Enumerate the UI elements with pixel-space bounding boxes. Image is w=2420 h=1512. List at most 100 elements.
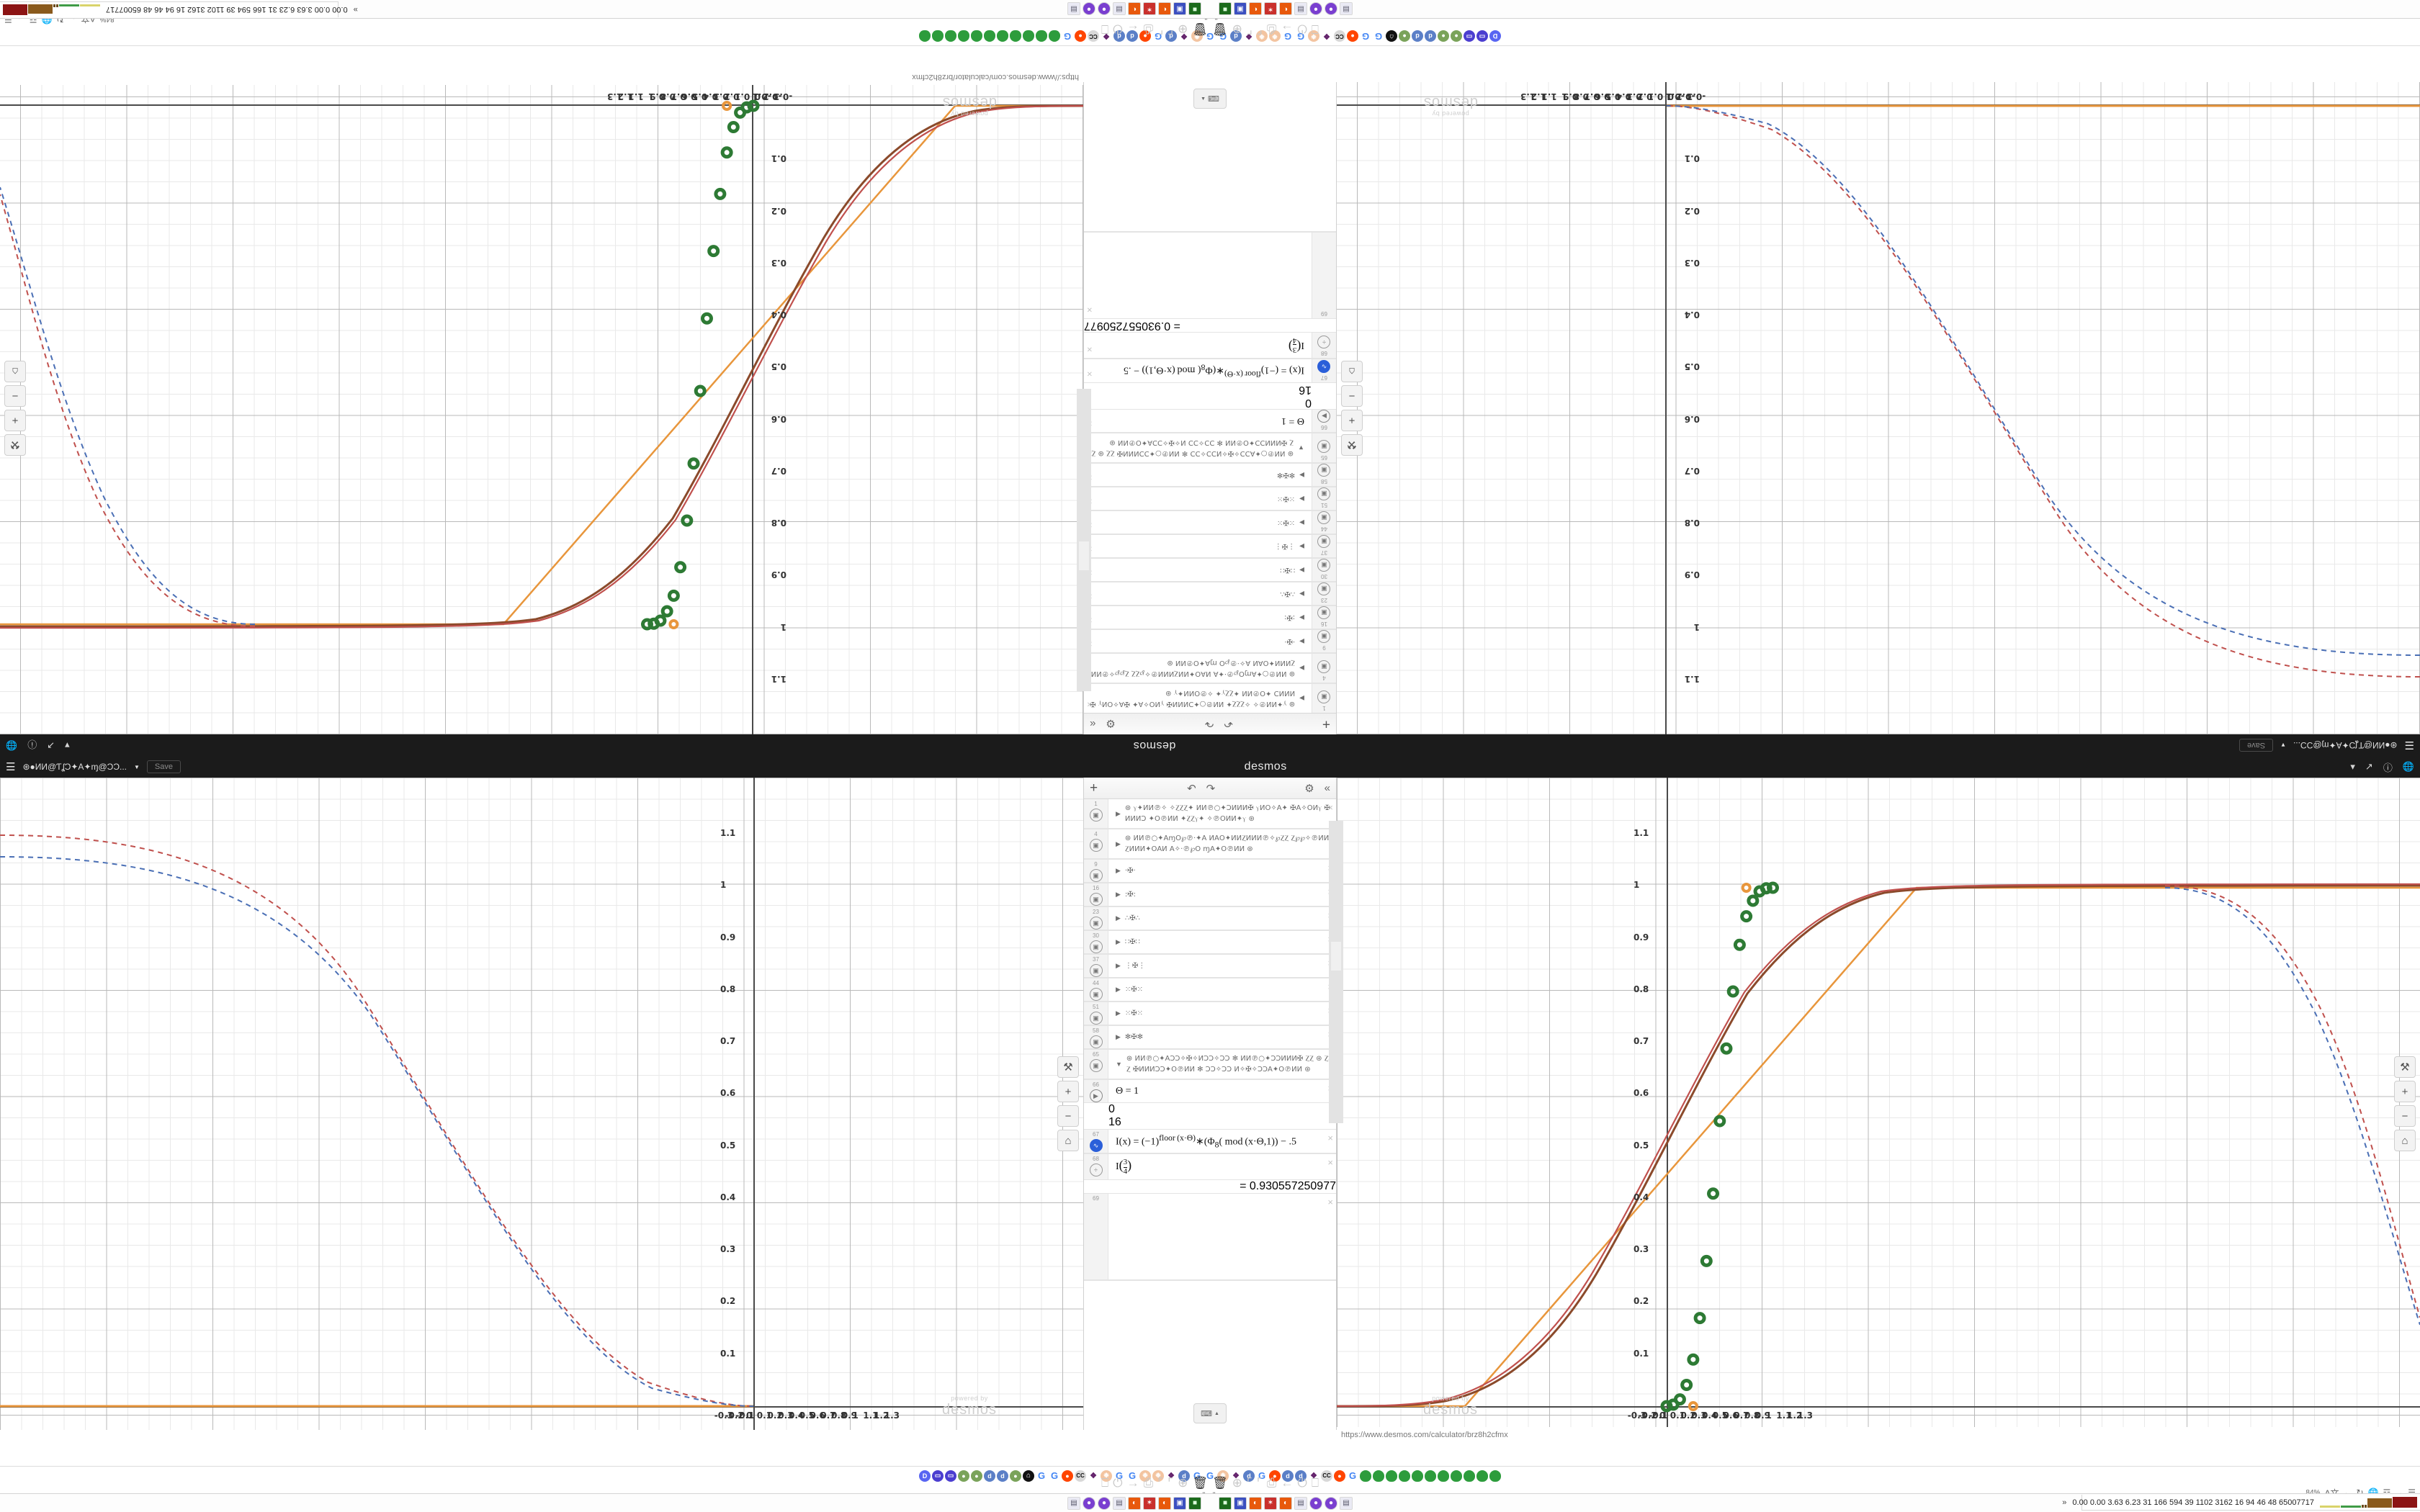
expand-triangle-icon[interactable]: ▶	[1299, 519, 1304, 526]
browser-tab-favicon[interactable]	[997, 30, 1008, 42]
data-point[interactable]	[714, 187, 727, 200]
taskbar-app-icon[interactable]: ●	[1098, 2, 1111, 16]
slider-control[interactable]: 0 16	[1108, 1103, 1336, 1129]
power-icon[interactable]: ⏻	[1113, 1476, 1123, 1490]
browser-tab-favicon[interactable]: ●	[1347, 30, 1358, 42]
delete-expression-button[interactable]: ×	[1327, 1133, 1333, 1143]
browser-tab-favicon[interactable]: ❉	[1139, 1470, 1151, 1482]
browser-tab-favicon[interactable]: D	[919, 1470, 931, 1482]
expression-body[interactable]: ▶ ⁙✠⁙	[1108, 978, 1336, 1001]
data-point[interactable]	[1720, 1042, 1733, 1055]
browser-tab-favicon[interactable]: d	[1425, 30, 1436, 42]
zoom-out-button[interactable]: −	[4, 385, 26, 407]
expression-body[interactable]: ▶:✠:	[1108, 883, 1336, 906]
expression-toolbar[interactable]: + ↶ ↷ ⚙ «	[1084, 778, 1336, 799]
trash-icon[interactable]: 🗑	[1192, 1476, 1208, 1490]
browser-tab-favicon[interactable]: ❖	[1321, 30, 1332, 42]
expression-row[interactable]: 4 ▣ ▶ ⊛ ИИ℗○✦АɱО℘℗‧✦А ИАО✦ИИⲌИИИ℗✧℘ⲌⲌ Ⲍ℘℘✧℗…	[1084, 829, 1336, 859]
data-point[interactable]	[1707, 1187, 1720, 1200]
expand-triangle-icon[interactable]: ▶	[1116, 891, 1121, 898]
expand-triangle-icon[interactable]: ▶	[1299, 638, 1304, 645]
taskbar[interactable]: ▤ ● ● ▤ ◐ ✶ ◐ ▣ ■ ■ ▣ ◐ ✶ ◐ ▤ ● ● ▤	[0, 0, 2420, 19]
logout-arrow-icon[interactable]: →	[1126, 1476, 1139, 1490]
collapse-panel-button[interactable]: «	[1090, 718, 1096, 730]
expression-body[interactable]: I(x) = (−1)floor (x·Θ)∗(Φ8( mod (x·Θ,1))…	[1108, 1130, 1336, 1153]
expression-row[interactable]: 68 ÷ I(3 4) ×	[1084, 1154, 1336, 1181]
note-icon[interactable]: ▣	[1089, 809, 1103, 822]
graph-left-zoom-controls[interactable]: ⚒ + − ⌂	[1057, 1056, 1079, 1151]
redo-button[interactable]: ↷	[1206, 782, 1216, 795]
taskbar-app-icon[interactable]: ◐	[1158, 2, 1171, 16]
graph-left-zoom-controls[interactable]: ⚒ + − ⌂	[1341, 361, 1363, 456]
graph-left[interactable]: ⚒ + − ⌂ powered by desmos 1.1 1 0.9 0.8 0.7 0…	[1337, 82, 2420, 734]
curve-icon-3[interactable]: ⌜	[1246, 1476, 1252, 1490]
note-icon[interactable]: ▣	[1317, 660, 1331, 673]
data-point[interactable]	[1713, 1115, 1726, 1128]
taskbar-app-icon[interactable]: ◐	[1249, 2, 1262, 16]
taskbar-app-icon[interactable]: ■	[1188, 1496, 1201, 1510]
expression-body[interactable]: I(x) = (−1)floor (x·Θ)∗(Φ8( mod (x·Θ,1))…	[1084, 359, 1312, 382]
taskbar-app-icon[interactable]: ◐	[1279, 1496, 1292, 1510]
expression-body[interactable]: ▶ ✻✠✻	[1084, 464, 1312, 486]
expression-body[interactable]: ▶ ⊛ ⲩ✦ИИ℗✧ ✧ⲌⲌⲌ✦ ИИ℗○✦ƆИИИ✠ ⲩИО✧А✦ ✠А✧ОИⲩ…	[1108, 799, 1336, 828]
expression-row[interactable]: 58▣▶✻✠✻×	[1084, 1026, 1336, 1049]
data-point[interactable]	[660, 605, 673, 618]
browser-tab-favicon[interactable]: ●	[1438, 30, 1449, 42]
menu-icon[interactable]: ☰	[2408, 1488, 2416, 1498]
expression-panel[interactable]: + ↶ ↷ ⚙ « 1 ▣ ▶ ⊛ ⲩ✦ИИ℗✧ ✧ⲌⲌⲌ✦ ИИ℗○✦ƆИИИ✠ ⲩ…	[1077, 82, 1337, 734]
note-icon[interactable]: ▣	[1089, 839, 1103, 852]
browser-tab-favicon[interactable]: ●	[1399, 30, 1410, 42]
logout-arrow-icon[interactable]: →	[1281, 22, 1294, 36]
browser-tab-favicon[interactable]: CC	[1334, 30, 1345, 42]
browser-tab-favicon[interactable]	[1049, 30, 1060, 42]
taskbar-app-icon[interactable]: ✶	[1143, 1496, 1156, 1510]
globe-icon[interactable]: 🌐	[2402, 761, 2415, 772]
expression-row[interactable]: 37▣▶⋮✠⋮×	[1084, 534, 1336, 557]
expand-triangle-icon[interactable]: ▶	[1299, 695, 1304, 703]
taskbar-app-icon[interactable]: ●	[1325, 2, 1337, 16]
globe-icon[interactable]: 🌐	[5, 740, 18, 751]
expression-row[interactable]: 23▣▶∴✠∴×	[1084, 907, 1336, 930]
fraction-icon[interactable]: ÷	[1089, 1164, 1103, 1177]
taskbar-app-icon[interactable]: ■	[1188, 2, 1201, 16]
expression-body[interactable]: ▶ ⊛ ИИ℗○✦АɱО℘℗‧✦А ИАО✦ИИⲌИИИ℗✧℘ⲌⲌ Ⲍ℘℘✧℗ИИ…	[1084, 654, 1312, 683]
data-point[interactable]	[687, 457, 700, 470]
expression-body[interactable]: ▶ ⊛ ИИ℗○✦АɱО℘℗‧✦А ИАО✦ИИⲌИИИ℗✧℘ⲌⲌ Ⲍ℘℘✧℗ИИ…	[1108, 829, 1336, 858]
zoom-out-button[interactable]: −	[2394, 1105, 2416, 1127]
evaluated-expression[interactable]: I(3 4)	[1288, 336, 1304, 354]
taskbar-app-icon[interactable]: ▤	[1067, 2, 1080, 16]
taskbar-app-icon[interactable]: ■	[1219, 1496, 1232, 1510]
expand-triangle-icon[interactable]: ▶	[1299, 472, 1304, 479]
taskbar-app-icon[interactable]: ▤	[1294, 2, 1307, 16]
delete-expression-button[interactable]: ×	[1327, 802, 1333, 813]
graph-right[interactable]: ⚒ + − ⌂ powered by desmos 1.1 1 0.9 0.8 0.7 0…	[1337, 778, 2420, 1430]
expand-triangle-icon[interactable]: ▼	[1116, 1061, 1122, 1068]
expression-body[interactable]	[1108, 1194, 1336, 1279]
taskbar[interactable]: ▤ ● ● ▤ ◐ ✶ ◐ ▣ ■ ■ ▣ ◐ ✶ ◐ ▤ ● ● ▤	[0, 1493, 2420, 1512]
taskbar-app-icon[interactable]: ◐	[1279, 2, 1292, 16]
browser-tab-favicon[interactable]: ●	[958, 1470, 969, 1482]
lock-icon[interactable]: ⎕	[1101, 1476, 1109, 1490]
taskbar-app-icon[interactable]: ●	[1098, 1496, 1111, 1510]
browser-tab-favicon[interactable]	[1399, 1470, 1410, 1482]
browser-tab-favicon[interactable]: ▭	[932, 1470, 944, 1482]
browser-tab-favicon[interactable]: G	[1126, 1470, 1138, 1482]
home-button[interactable]: ⌂	[1057, 1130, 1079, 1151]
settings-gear-icon[interactable]: ⚙	[1106, 717, 1116, 730]
browser-tab-favicon[interactable]	[1360, 1470, 1371, 1482]
lock-icon[interactable]: ⎕	[1311, 22, 1319, 36]
browser-tab-favicon[interactable]	[1010, 30, 1021, 42]
browser-tab-favicon[interactable]: ▭	[1464, 30, 1475, 42]
taskbar-app-icon[interactable]: ✶	[1264, 1496, 1277, 1510]
lock-icon-2[interactable]: ⎕	[1101, 22, 1109, 36]
expand-triangle-icon[interactable]: ▶	[1116, 1009, 1121, 1017]
browser-tab-favicon[interactable]	[1451, 1470, 1462, 1482]
note-icon[interactable]: ▣	[1317, 582, 1331, 595]
browser-tab-favicon[interactable]: ⌂	[1023, 1470, 1034, 1482]
expression-body[interactable]: ▶ ⁙✠⁙	[1084, 511, 1312, 534]
taskbar-app-icon[interactable]: ◐	[1128, 2, 1141, 16]
home-button[interactable]: ⌂	[1341, 361, 1363, 382]
browser-tab-favicon[interactable]: ❉	[1152, 1470, 1164, 1482]
browser-tab-favicon[interactable]: ⌂	[1386, 30, 1397, 42]
expression-row[interactable]: 44▣▶⁙✠⁙×	[1084, 510, 1336, 534]
